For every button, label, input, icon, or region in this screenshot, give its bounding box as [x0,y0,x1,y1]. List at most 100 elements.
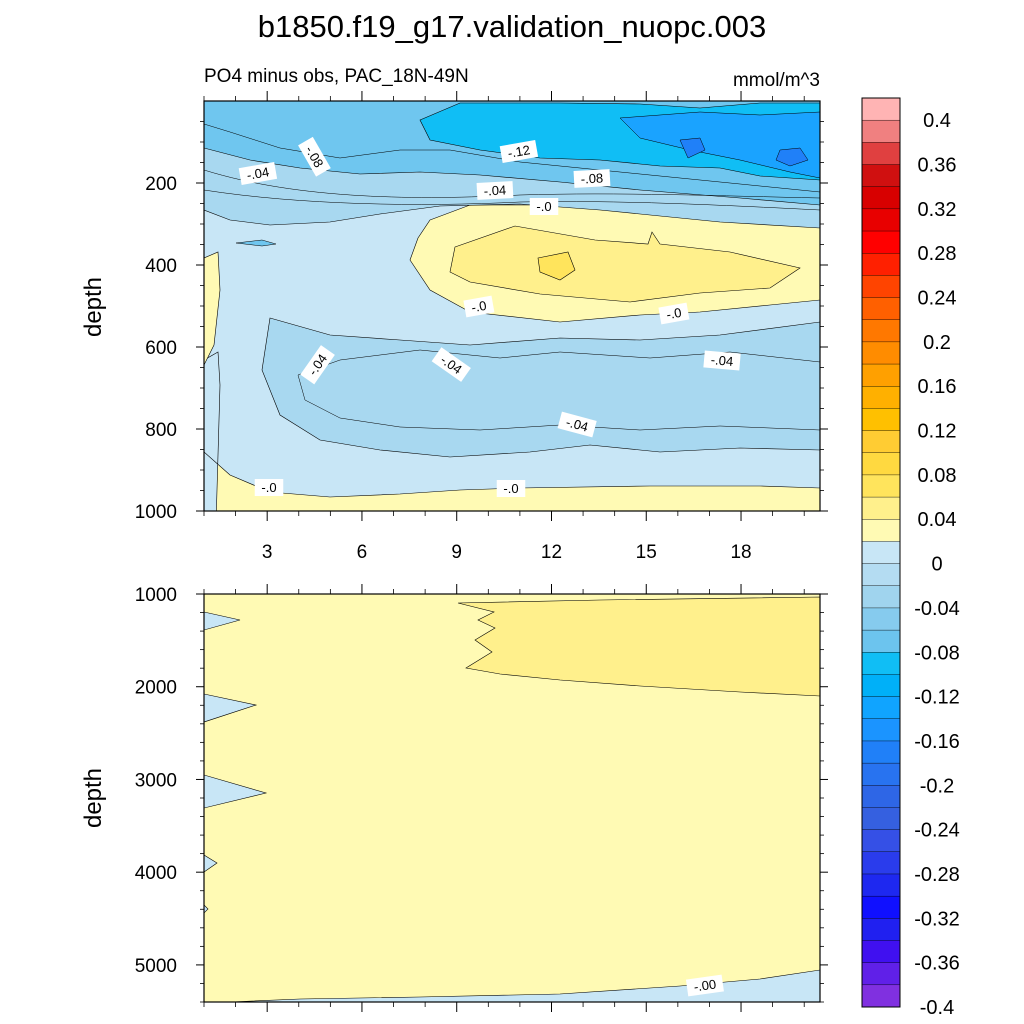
contour-label: -.08 [573,169,611,188]
colorbar-label: 0.16 [918,376,957,398]
top-ylabel: depth [80,277,107,337]
contour-label-text: -.0 [261,480,276,495]
colorbar-swatch [861,563,901,587]
colorbar-label: 0 [931,554,942,576]
colorbar-swatch [861,430,901,454]
y-tick-label: 600 [145,338,177,359]
band-neg0.04-0-left5 [204,904,209,914]
colorbar-label: -0.16 [914,731,960,753]
band-neg0.04-0-left1 [204,611,241,631]
contour-label: -.04 [557,411,597,438]
contour-label-bg [463,295,495,318]
top-subtitle-left: PO4 minus obs, PAC_18N-49N [204,66,469,87]
x-tick-label: 15 [636,542,657,563]
colorbar-swatch [861,940,901,964]
contour-label: -.0 [496,480,526,497]
contour-label: -.04 [238,162,278,186]
band-0.04-0.08-bottom [457,596,820,697]
contour-label-bg [573,169,611,188]
band-small-blob [235,239,277,247]
contour-label: -.00 [685,974,724,997]
colorbar-label: 0.04 [918,509,957,531]
contour-label: -.0 [254,479,284,496]
top-panel: PO4 minus obs, PAC_18N-49N mmol/m^3 [80,66,828,563]
contour-label-text: -.0 [470,298,488,315]
contour-label: -.0 [463,295,495,318]
colorbar-swatch [861,119,901,143]
bottom-axes: 1000 2000 3000 4000 5000 [135,584,828,1012]
colorbar-swatch [861,496,901,520]
colorbar-label: -0.28 [914,864,960,886]
colorbar-label: -0.08 [914,642,960,664]
band-neg0.2-neg0.16-c [775,147,809,167]
contour-label-bg [529,198,559,215]
colorbar-label: 0.32 [918,199,957,221]
colorbar-swatch [861,851,901,875]
colorbar-label: 0.2 [923,332,951,354]
colorbar-swatch [861,984,901,1008]
x-tick-label: 6 [357,542,368,563]
colorbar-swatch [861,474,901,498]
band-neg0.2-neg0.16-b [679,137,706,159]
colorbar-label: -0.24 [914,820,960,842]
contour-label-text: -.04 [483,182,506,198]
colorbar-swatch [861,740,901,764]
contour-label-bg [499,140,539,164]
colorbar-swatch [861,541,901,565]
contour-label-text: -.04 [246,164,271,183]
colorbar-label: -0.04 [914,598,960,620]
y-tick-label: 5000 [135,956,177,977]
bottom-panel: -.00 1000 2000 3000 4000 5000 depth [80,584,828,1012]
colorbar-label: 0.12 [918,421,957,443]
top-subtitle-right: mmol/m^3 [733,70,820,91]
y-tick-label: 4000 [135,863,177,884]
colorbar-swatch [861,164,901,188]
colorbar-label: 0.08 [918,465,957,487]
contour-label-bg [685,974,724,997]
colorbar-label: -0.36 [914,953,960,975]
colorbar-label: 0.24 [918,288,957,310]
colorbar-label: 0.36 [918,155,957,177]
band-0.08-0.12 [537,251,576,281]
contour-label: -.0 [529,198,559,215]
colorbar-swatch [861,629,901,653]
contour-label-text: -.0 [503,481,518,496]
colorbar-swatch [861,785,901,808]
band-neg0.08-neg0.04-inner [297,349,820,431]
contour-label-text: -.0 [665,305,683,322]
y-tick-label: 2000 [135,678,177,699]
y-tick-label: 1000 [135,585,177,606]
contour-label-bg [496,480,526,497]
colorbar-swatch [861,607,901,631]
colorbar-label: -0.32 [914,908,960,930]
bottom-contour-fill [204,594,820,1002]
colorbar-swatch [861,252,901,276]
y-tick-label: 400 [145,256,177,277]
contour-label: -.04 [476,181,514,200]
colorbar-swatch [861,718,901,742]
contour-label-bg [298,136,331,177]
bottom-ylabel: depth [80,768,107,828]
x-tick-label: 3 [262,542,273,563]
colorbar-swatch [861,341,901,365]
colorbar-label: -0.12 [914,687,960,709]
colorbar-label: -0.4 [920,997,954,1019]
contour-label-text: -.0 [536,199,551,214]
contour-label-bg [431,347,471,382]
main-title: b1850.f19_g17.validation_nuopc.003 [258,9,767,44]
y-tick-label: 3000 [135,770,177,791]
contour-label-text: -.04 [710,352,734,369]
contour-label-bg [557,411,597,438]
band-neg0.04-0-left3 [204,774,268,809]
band-neg0.04-0-bottom [229,969,820,1002]
colorbar-swatch [861,142,901,166]
colorbar-swatch [861,918,901,941]
colorbar-swatch [861,962,901,986]
colorbar-swatch [861,585,901,609]
contour-label-text: -.12 [507,142,532,161]
band-neg0.04-0-left2 [204,693,258,723]
contour-label-bg [300,345,335,385]
colorbar-swatch [861,208,901,232]
colorbar-frame [861,97,901,1008]
